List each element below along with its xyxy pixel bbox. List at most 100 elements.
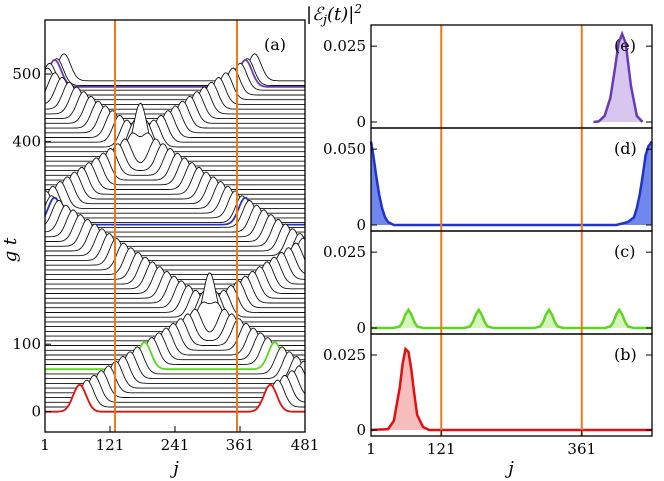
a-trace-fill	[45, 181, 305, 209]
e-ytick-label: 0	[356, 113, 366, 131]
b-panel-label: (b)	[614, 345, 637, 364]
c-ytick-label: 0.025	[323, 243, 366, 261]
b-ytick-label: 0	[356, 421, 366, 439]
a-trace	[44, 58, 305, 86]
a-trace-fill	[45, 58, 305, 86]
a-trace-fill	[45, 157, 305, 185]
a-trace	[44, 62, 305, 91]
d-line	[369, 140, 653, 227]
a-trace-fill	[45, 110, 305, 138]
a-trace-fill	[45, 238, 305, 266]
a-trace-fill	[45, 384, 305, 412]
a-trace	[45, 119, 305, 148]
c-ytick-label: 0	[356, 319, 366, 337]
a-xtick-label: 121	[96, 436, 125, 454]
a-trace-fill	[45, 153, 305, 181]
a-trace-fill	[45, 200, 305, 228]
a-trace-highlight	[45, 341, 305, 371]
a-trace	[45, 171, 305, 200]
a-trace-fill	[45, 91, 305, 119]
panel-b: 0 0.025 (b) 1 121 361	[323, 333, 653, 458]
a-trace	[45, 223, 306, 252]
a-trace-fill	[45, 68, 305, 95]
a-trace-fill	[45, 285, 305, 313]
a-trace-fill	[45, 53, 305, 81]
b-line	[370, 346, 652, 432]
panel-e: 0 0.025 (e)	[323, 24, 653, 131]
a-trace-fill	[45, 280, 305, 308]
a-xtick-label: 361	[226, 436, 255, 454]
a-trace	[45, 346, 306, 375]
a-trace	[44, 176, 305, 205]
a-ytick-label: 500	[12, 65, 41, 83]
e-line	[593, 30, 644, 124]
e-ytick-label: 0.025	[323, 37, 366, 55]
b-xtick-label: 361	[567, 440, 596, 458]
right-ylabel: |ℰj(t)|2	[306, 2, 362, 28]
a-ylabel: g t	[0, 237, 21, 262]
a-trace-fill	[45, 323, 305, 351]
a-trace-fill	[45, 370, 305, 398]
a-trace	[45, 166, 305, 195]
a-trace	[45, 105, 305, 134]
a-trace	[45, 285, 305, 313]
d-frame	[370, 127, 653, 232]
a-ytick-label: 400	[12, 133, 41, 151]
a-trace-highlight	[45, 383, 305, 413]
a-trace	[45, 110, 305, 138]
a-trace-fill	[45, 328, 305, 356]
b-xtick-label: 121	[427, 440, 456, 458]
a-trace	[45, 114, 305, 143]
c-line	[371, 307, 652, 330]
a-trace	[44, 180, 305, 209]
a-trace	[45, 290, 305, 323]
a-trace	[45, 218, 306, 247]
panel-d: 0 0.050 (d)	[323, 127, 653, 234]
a-trace-highlight	[44, 58, 305, 88]
a-trace	[45, 280, 305, 309]
a-trace-fill	[45, 59, 305, 87]
a-ytick-label: 100	[12, 335, 41, 353]
e-area	[593, 34, 643, 122]
a-trace-fill	[45, 115, 305, 143]
a-axes: 1 121 241 361 481 0 100 400 500	[12, 65, 319, 454]
c-area	[371, 309, 652, 328]
d-panel-label: (d)	[614, 139, 637, 158]
a-traces	[44, 53, 306, 413]
b-xtick-label: 1	[366, 440, 376, 458]
a-trace	[45, 332, 305, 361]
right-panels: 0 0.025 (e) 0 0.050 (d) 0 0.025 (c) 0 0.025 (b) 1 121…	[323, 24, 653, 458]
a-trace	[44, 67, 305, 96]
a-trace	[45, 161, 305, 190]
a-trace	[45, 336, 305, 365]
a-trace	[45, 289, 305, 318]
a-panel-label: (a)	[264, 35, 286, 54]
c-panel-label: (c)	[614, 242, 635, 261]
a-trace	[45, 233, 306, 261]
a-trace-fill	[45, 351, 305, 379]
a-xlabel: j	[169, 458, 179, 479]
d-area	[371, 141, 652, 225]
a-trace	[45, 228, 306, 257]
d-ytick-label: 0.050	[323, 140, 366, 158]
a-trace-fill	[45, 261, 305, 289]
a-ytick-label: 0	[31, 403, 41, 421]
panel-c: 0 0.025 (c)	[323, 230, 653, 337]
b-area	[371, 349, 652, 430]
a-trace-fill	[45, 257, 305, 285]
e-panel-label: (e)	[614, 36, 636, 55]
a-trace-fill	[45, 86, 305, 114]
b-xlabel: j	[504, 458, 514, 479]
a-trace	[45, 117, 305, 153]
panel-a: 1 121 241 361 481 0 100 400 500 (a) j g t	[0, 19, 319, 479]
b-frame	[370, 333, 653, 437]
a-trace	[45, 237, 306, 266]
a-xtick-label: 241	[161, 436, 190, 454]
a-xtick-label: 481	[291, 436, 320, 454]
d-ytick-label: 0	[356, 216, 366, 234]
a-xtick-label: 1	[40, 436, 50, 454]
b-ytick-label: 0.025	[323, 346, 366, 364]
a-trace	[44, 53, 305, 82]
a-trace	[45, 351, 306, 380]
